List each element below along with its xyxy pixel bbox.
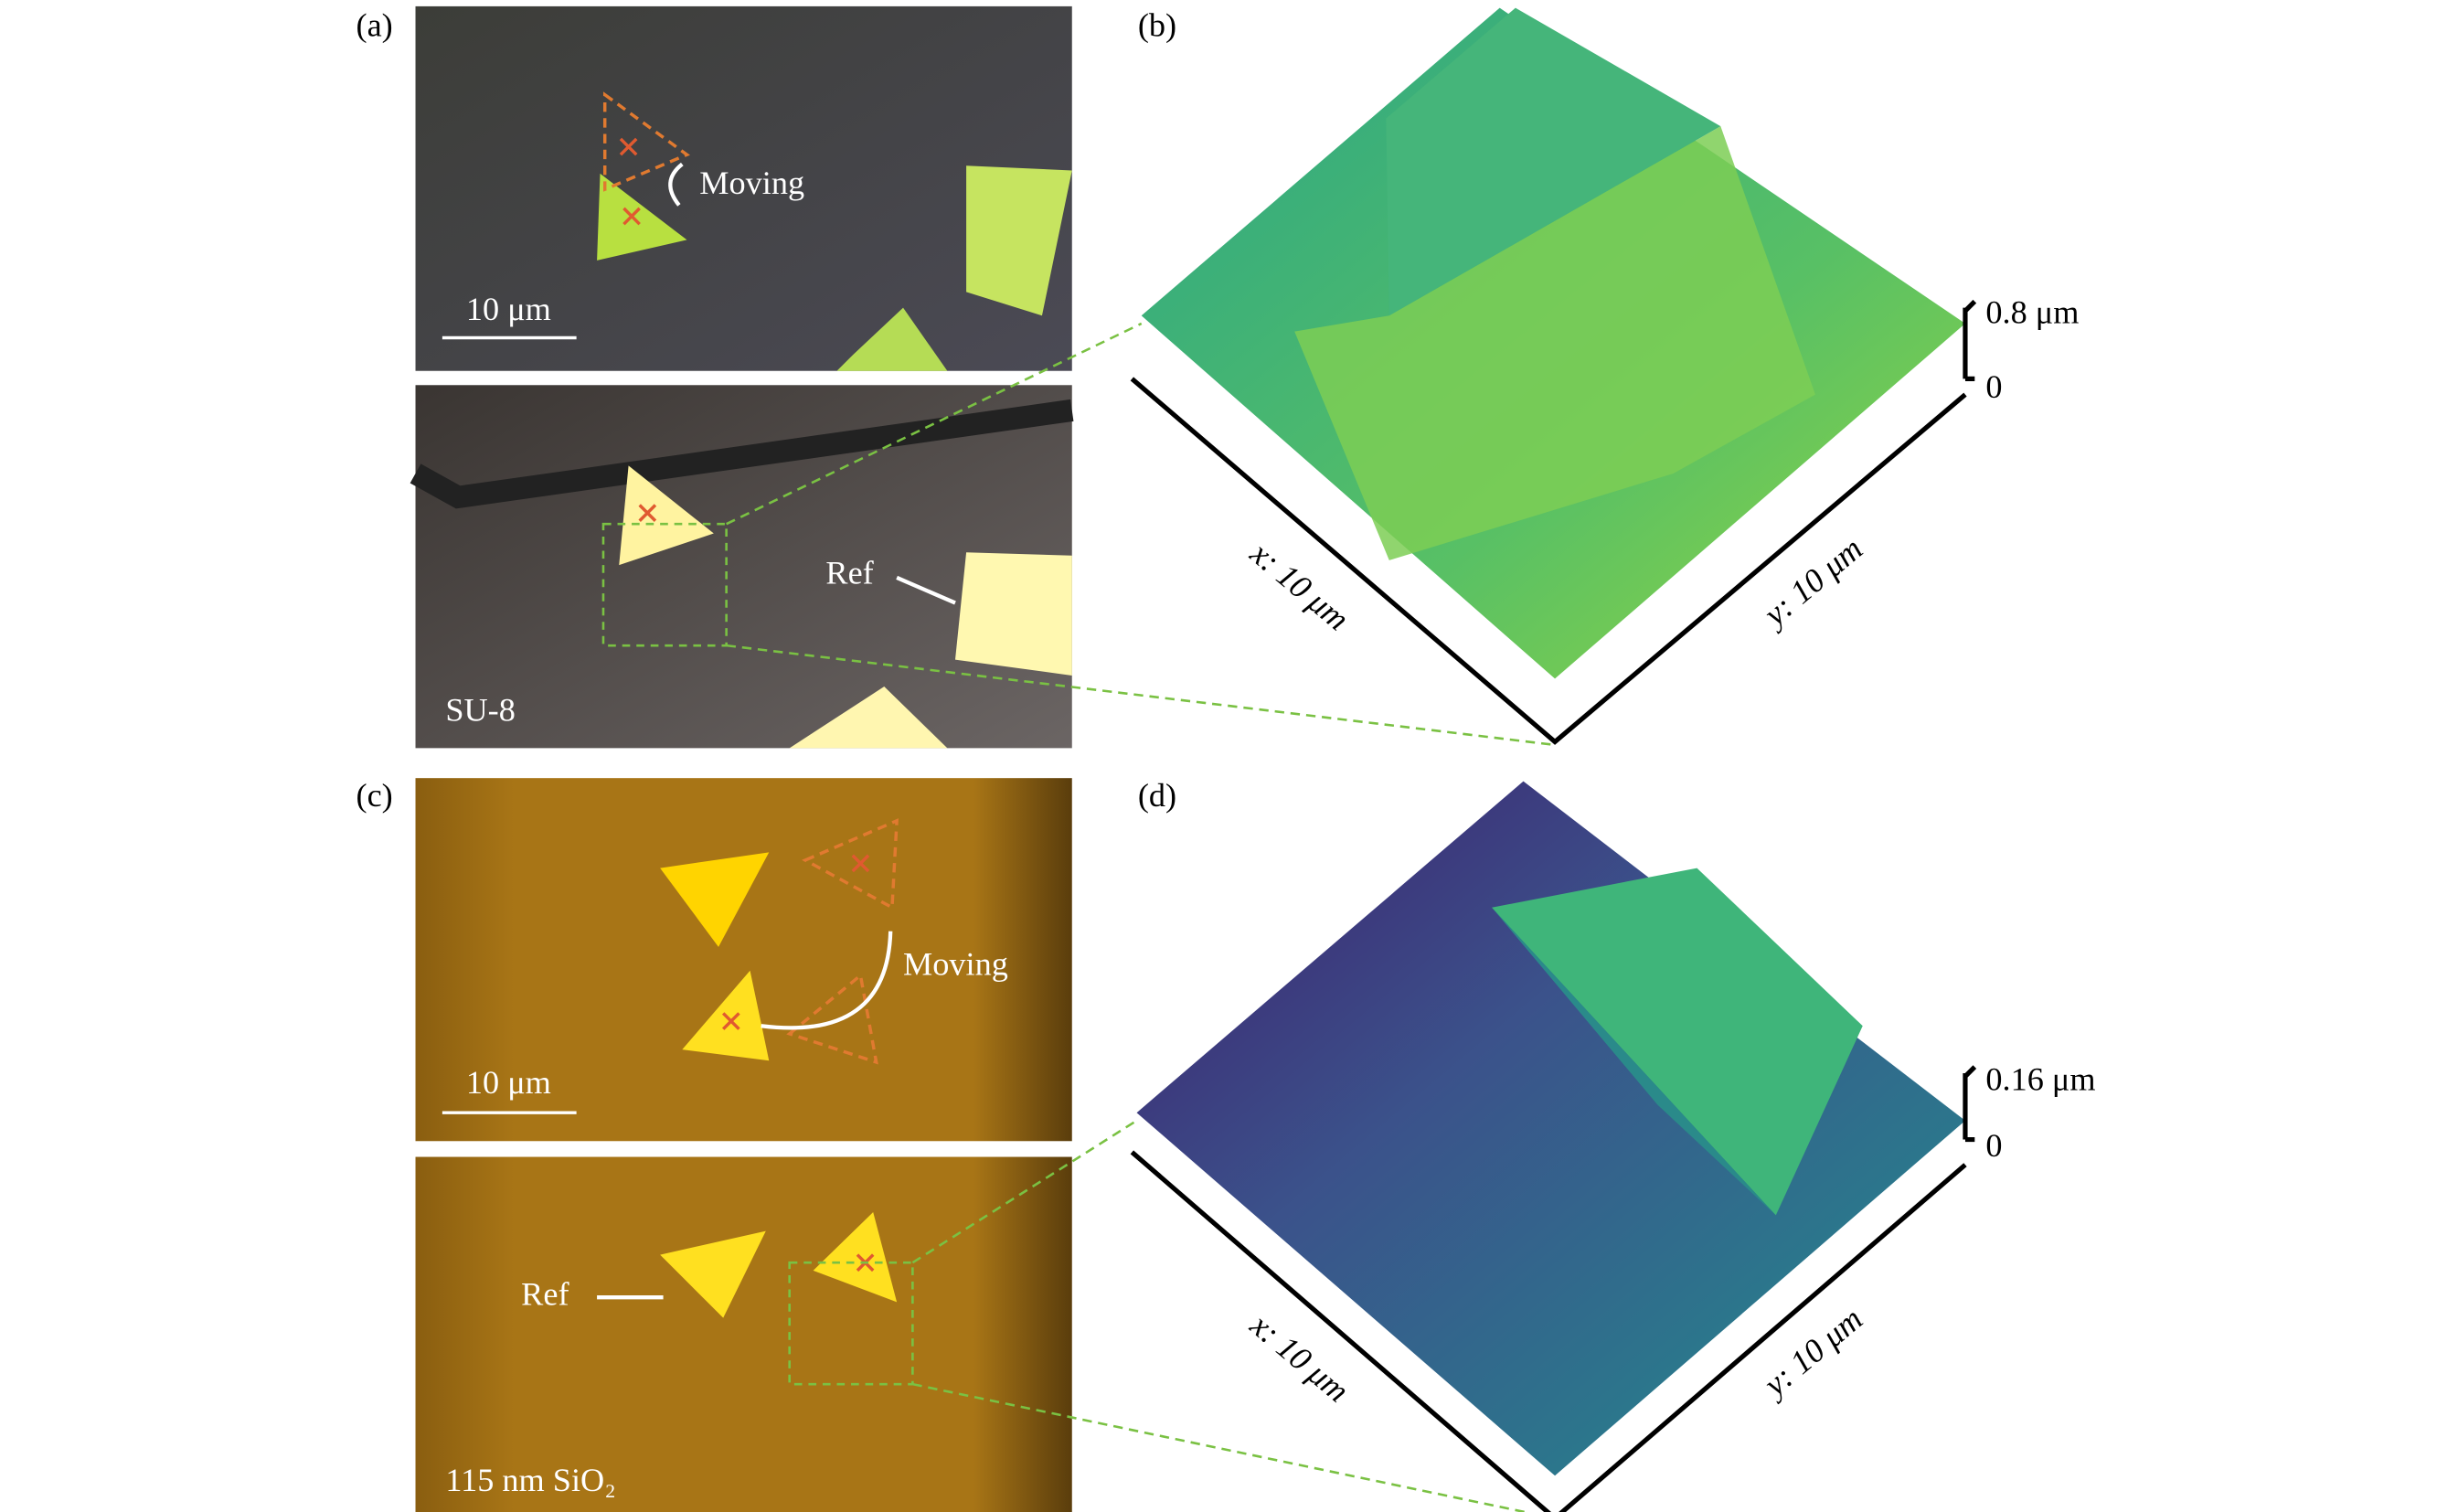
afm-flake <box>1386 7 1721 316</box>
afm-flake <box>1492 868 1863 1216</box>
zoom-line <box>911 1119 1531 1512</box>
x-axis-label: x: 10 μm <box>1243 534 1356 637</box>
annotation: Ref <box>825 554 874 591</box>
scale-bar-label: 10 μm <box>466 1064 551 1101</box>
arrow <box>896 575 956 605</box>
flake <box>660 852 770 947</box>
panel-label: (d) <box>1138 777 1176 814</box>
panel-label: (a) <box>356 6 393 43</box>
arrow <box>668 162 684 207</box>
micrograph <box>415 778 1072 1142</box>
x-axis-label: x: 10 μm <box>1243 1306 1356 1410</box>
z-min-label: 0 <box>1985 368 2002 405</box>
arrow <box>761 931 893 1030</box>
z-min-label: 0 <box>1985 1127 2002 1164</box>
y-axis-label: y: 10 μm <box>1754 1300 1869 1405</box>
substrate-label: SU-8 <box>445 692 516 729</box>
micrograph <box>415 385 1072 749</box>
z-axis <box>1963 1065 1977 1143</box>
panel-label: (c) <box>356 777 393 814</box>
flake <box>789 687 948 749</box>
z-max-label: 0.8 μm <box>1985 294 2079 331</box>
micrograph <box>415 1156 1072 1512</box>
panel-label: (b) <box>1138 6 1176 43</box>
flake <box>836 307 948 371</box>
flake <box>597 173 687 261</box>
outline <box>802 818 899 910</box>
flake <box>954 552 1072 676</box>
z-axis <box>1963 299 1977 381</box>
edge <box>410 399 1074 509</box>
marker <box>721 854 870 1030</box>
flake <box>660 1230 766 1318</box>
outline <box>786 972 878 1065</box>
flake <box>966 165 1072 316</box>
flake <box>619 465 714 566</box>
marker <box>638 504 657 522</box>
annotation: Moving <box>903 946 1008 983</box>
zoom-box <box>788 1261 914 1386</box>
afm-flake <box>1294 126 1815 560</box>
marker <box>619 137 641 226</box>
y-axis-label: y: 10 μm <box>1754 530 1869 635</box>
scale-bar-label: 10 μm <box>466 291 551 327</box>
zoom-box <box>601 522 728 647</box>
micrograph <box>415 5 1072 371</box>
axis <box>1130 1150 1967 1512</box>
axis <box>1130 377 1967 745</box>
annotation: Ref <box>521 1276 569 1313</box>
zoom-line <box>726 322 1556 747</box>
afm-surface <box>1136 781 1965 1476</box>
substrate-label: 115 nm SiO₂ <box>445 1462 616 1498</box>
outline <box>602 91 690 192</box>
z-max-label: 0.16 μm <box>1985 1061 2095 1098</box>
flake <box>813 1211 898 1303</box>
annotation: Moving <box>699 165 804 201</box>
